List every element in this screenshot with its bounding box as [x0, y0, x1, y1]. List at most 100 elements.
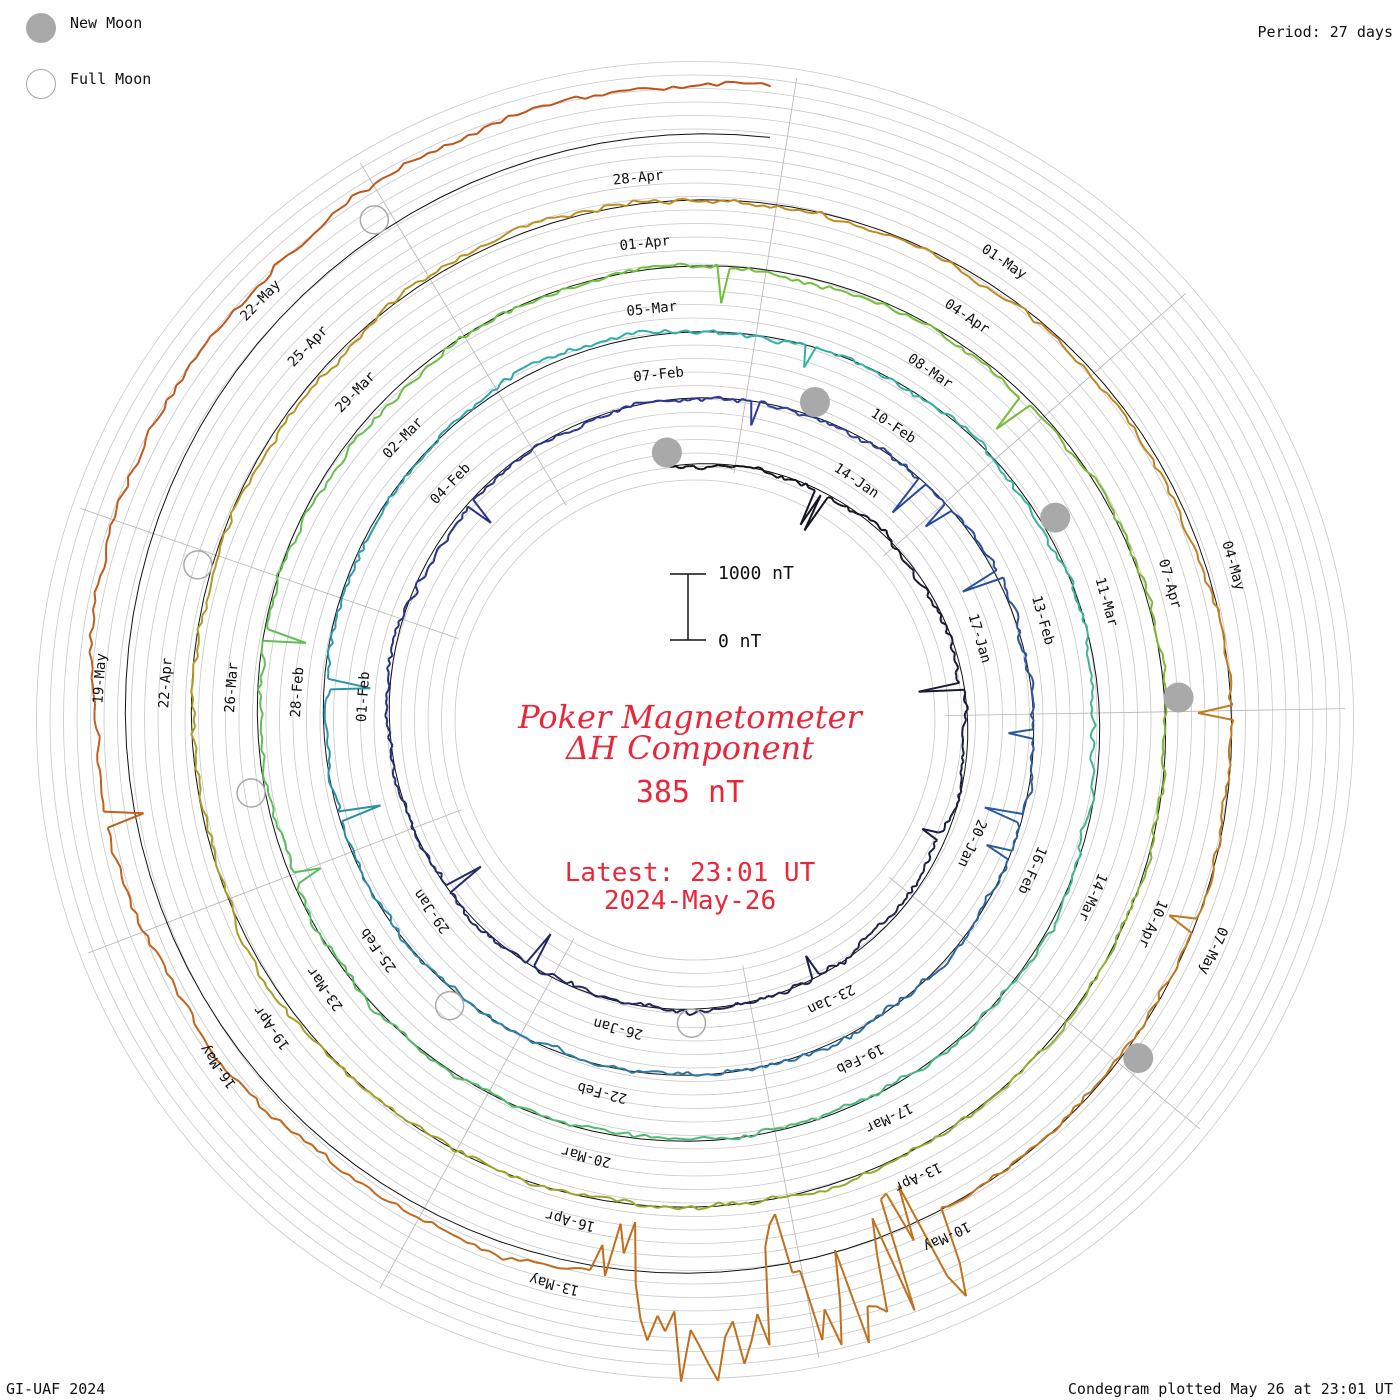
- trace-segment: [896, 1075, 902, 1083]
- trace-segment: [460, 253, 469, 257]
- trace-segment: [757, 466, 762, 470]
- trace-segment: [527, 361, 534, 367]
- trace-segment: [987, 1174, 994, 1183]
- trace-segment: [923, 399, 930, 404]
- trace-segment: [569, 429, 574, 434]
- trace-segment: [346, 840, 352, 846]
- trace-segment: [973, 534, 977, 540]
- trace-segment: [1005, 858, 1010, 865]
- trace-segment: [107, 812, 144, 829]
- trace-segment: [100, 786, 103, 796]
- trace-segment: [1009, 388, 1016, 395]
- trace-segment: [948, 1201, 957, 1208]
- trace-segment: [966, 930, 971, 937]
- trace-segment: [276, 581, 279, 588]
- trace-segment: [905, 994, 911, 999]
- date-label: 16-Apr: [544, 1207, 597, 1235]
- trace-segment: [936, 408, 943, 415]
- trace-segment: [1075, 458, 1082, 465]
- trace-segment: [422, 849, 428, 855]
- trace-segment: [507, 1102, 514, 1108]
- trace-segment: [1062, 1021, 1067, 1030]
- trace-segment: [857, 942, 861, 949]
- trace-segment: [891, 1080, 898, 1086]
- trace-segment: [917, 1068, 925, 1073]
- trace-segment: [891, 477, 920, 514]
- trace-segment: [413, 1122, 422, 1128]
- trace-segment: [677, 1206, 686, 1211]
- trace-segment: [523, 1035, 529, 1040]
- trace-segment: [962, 576, 1004, 593]
- trace-segment: [926, 595, 932, 600]
- trace-segment: [1106, 392, 1113, 400]
- date-label: 19-Feb: [834, 1040, 886, 1077]
- trace-segment: [530, 1108, 537, 1114]
- trace-segment: [803, 496, 829, 531]
- trace-segment: [522, 959, 527, 964]
- trace-segment: [960, 757, 965, 762]
- trace-segment: [396, 1203, 404, 1211]
- trace-segment: [327, 765, 332, 772]
- trace-segment: [285, 551, 289, 559]
- trace-segment: [473, 1243, 482, 1251]
- trace-segment: [425, 1054, 431, 1061]
- trace-segment: [476, 1084, 483, 1090]
- trace-segment: [401, 1116, 409, 1123]
- trace-segment: [414, 581, 418, 587]
- grid-circle: [252, 277, 1138, 1163]
- trace-segment: [1168, 973, 1175, 982]
- trace-segment: [308, 911, 312, 918]
- trace-segment: [308, 502, 315, 509]
- trace-segment: [1087, 982, 1092, 990]
- trace-segment: [963, 712, 967, 717]
- trace-segment: [384, 711, 388, 716]
- trace-segment: [681, 85, 691, 90]
- trace-segment: [91, 601, 97, 610]
- trace-segment: [708, 1007, 714, 1013]
- trace-segment: [386, 667, 390, 673]
- trace-segment: [760, 400, 766, 403]
- trace-segment: [765, 1062, 772, 1068]
- trace-segment: [1156, 641, 1161, 649]
- trace-segment: [384, 698, 388, 703]
- trace-segment: [664, 328, 672, 334]
- new-moon-marker: [651, 437, 682, 468]
- trace-segment: [1105, 1067, 1112, 1076]
- trace-segment: [561, 287, 568, 290]
- latest-date: 2024-May-26: [603, 886, 777, 916]
- trace-segment: [906, 1072, 913, 1077]
- trace-segment: [836, 1040, 842, 1046]
- trace-segment: [569, 1124, 576, 1127]
- trace-segment: [299, 1023, 305, 1031]
- trace-segment: [214, 857, 217, 865]
- trace-segment: [866, 516, 871, 521]
- full-moon-marker: [676, 1008, 707, 1038]
- trace-segment: [328, 781, 333, 788]
- trace-segment: [1017, 1153, 1026, 1160]
- trace-segment: [878, 526, 882, 531]
- trace-segment: [698, 200, 706, 203]
- trace-segment: [475, 493, 481, 498]
- trace-segment: [192, 656, 199, 665]
- trace-segment: [1016, 612, 1020, 618]
- trace-segment: [873, 1015, 878, 1021]
- trace-segment: [429, 560, 435, 566]
- trace-segment: [368, 182, 376, 191]
- trace-segment: [533, 965, 538, 970]
- trace-segment: [1120, 918, 1128, 926]
- trace-segment: [587, 1124, 594, 1129]
- trace-segment: [346, 972, 354, 978]
- trace-segment: [327, 663, 332, 669]
- trace-segment: [941, 499, 946, 505]
- trace-segment: [198, 789, 202, 797]
- trace-segment: [970, 1110, 976, 1118]
- trace-segment: [803, 413, 809, 417]
- trace-segment: [325, 368, 333, 375]
- trace-segment: [757, 334, 763, 338]
- trace-segment: [894, 1156, 902, 1162]
- trace-segment: [298, 1134, 306, 1143]
- trace-segment: [1197, 712, 1234, 721]
- trace-segment: [1030, 776, 1034, 782]
- trace-segment: [327, 776, 331, 782]
- trace-segment: [332, 1059, 339, 1066]
